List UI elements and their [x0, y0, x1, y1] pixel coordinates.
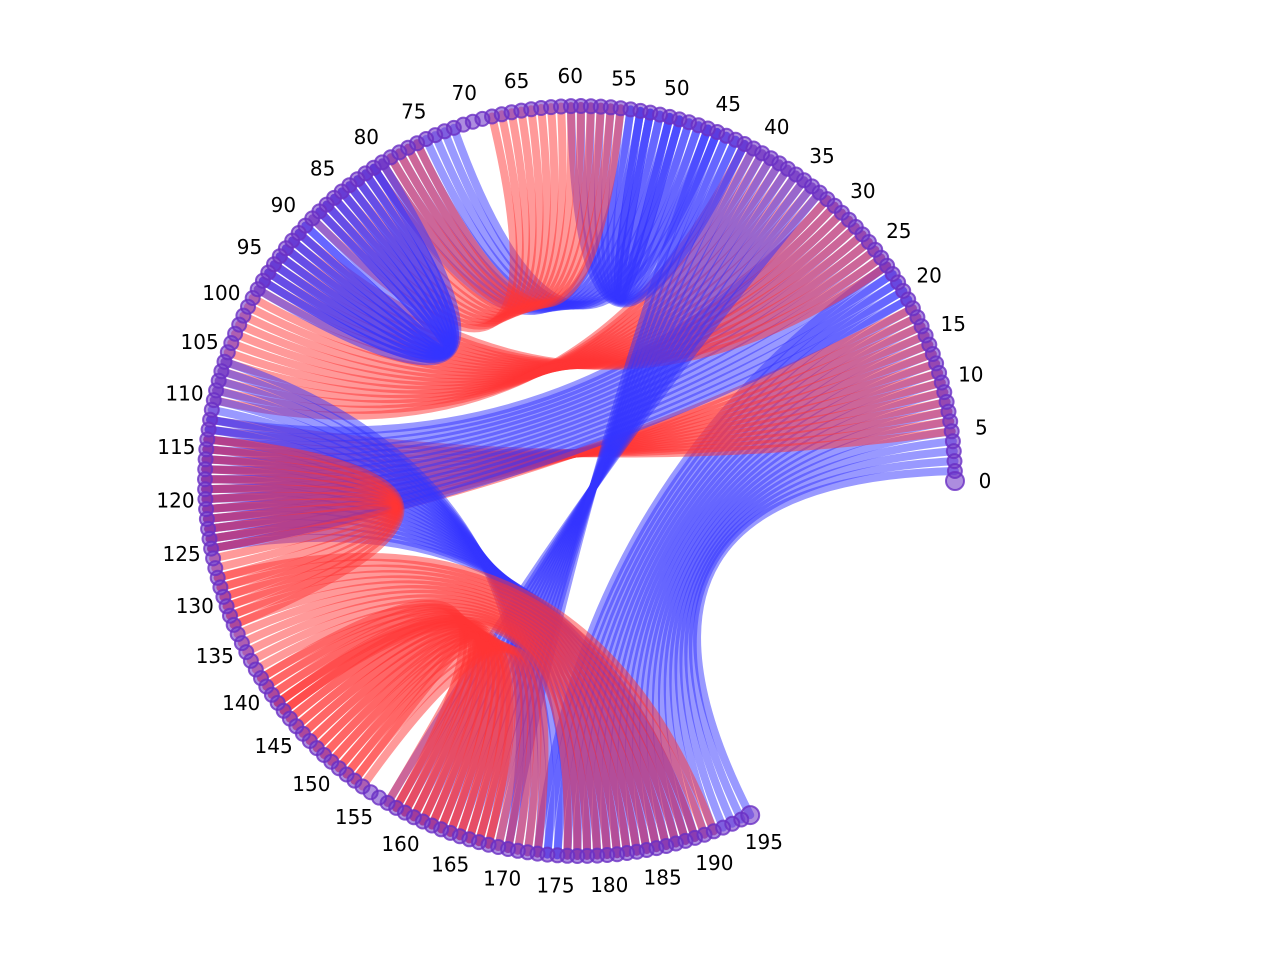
tick-label: 145 [255, 734, 293, 758]
tick-label: 110 [165, 382, 203, 406]
tick-label: 115 [157, 435, 195, 459]
tick-label: 50 [664, 76, 689, 100]
tick-label: 180 [590, 873, 628, 897]
tick-label: 55 [611, 66, 636, 90]
tick-label: 170 [483, 867, 521, 891]
tick-label: 25 [886, 219, 911, 243]
chord-link [358, 644, 549, 858]
tick-label: 125 [163, 542, 201, 566]
tick-label: 5 [975, 415, 988, 439]
tick-label: 95 [237, 235, 262, 259]
chord-link [204, 503, 399, 543]
tick-label: 140 [222, 691, 260, 715]
tick-label: 130 [176, 594, 214, 618]
tick-label: 80 [354, 125, 379, 149]
chord-links [201, 102, 959, 860]
tick-label: 70 [451, 81, 476, 105]
chord-link [258, 163, 459, 363]
tick-label: 35 [809, 144, 834, 168]
tick-label: 100 [202, 281, 240, 305]
tick-label: 185 [644, 866, 682, 890]
node-marker [740, 805, 761, 826]
tick-label: 160 [381, 832, 419, 856]
tick-label: 15 [940, 312, 965, 336]
tick-label: 165 [431, 853, 469, 877]
tick-label: 20 [916, 264, 941, 288]
tick-label: 75 [401, 100, 426, 124]
tick-label: 105 [181, 330, 219, 354]
tick-label: 120 [156, 489, 194, 513]
tick-label: 60 [557, 64, 582, 88]
chord-link [350, 632, 481, 807]
tick-label: 150 [292, 772, 330, 796]
tick-label: 135 [196, 644, 234, 668]
tick-label: 40 [764, 115, 789, 139]
tick-label: 65 [504, 69, 529, 93]
node-ring [197, 98, 965, 864]
tick-label: 155 [335, 805, 373, 829]
tick-label: 90 [271, 193, 296, 217]
tick-label: 45 [715, 92, 740, 116]
tick-label: 195 [745, 830, 783, 854]
tick-label: 85 [310, 156, 335, 180]
tick-label: 175 [536, 873, 574, 897]
tick-label: 10 [958, 363, 983, 387]
tick-label: 0 [979, 469, 992, 493]
tick-label: 30 [850, 179, 875, 203]
tick-label: 190 [695, 851, 733, 875]
